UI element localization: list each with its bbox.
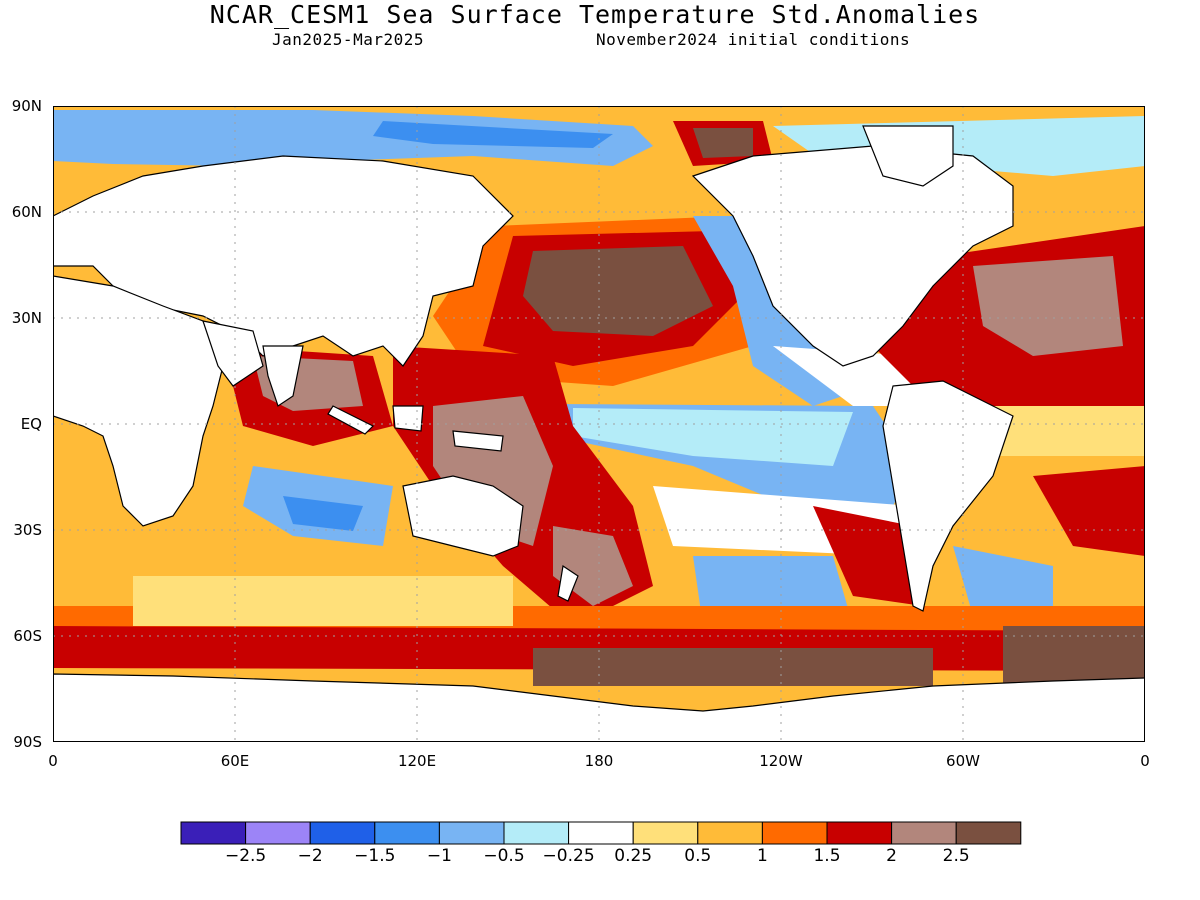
southern-ocean-core bbox=[533, 648, 933, 686]
indian-ocean-cold-core bbox=[283, 496, 363, 531]
southeast-pacific-warm bbox=[813, 506, 923, 606]
southern-ocean-core-east bbox=[1003, 626, 1145, 686]
lat-label-60s: 60S bbox=[13, 627, 42, 645]
lat-label-90n: 90N bbox=[11, 97, 42, 115]
south-america bbox=[882, 380, 1014, 612]
new-guinea bbox=[452, 430, 504, 452]
colorbar-box bbox=[245, 821, 311, 845]
colorbar-box bbox=[632, 821, 699, 845]
colorbar-tick-label: −1.5 bbox=[354, 846, 396, 866]
india bbox=[262, 345, 304, 407]
initial-conditions: November2024 initial conditions bbox=[596, 30, 911, 49]
colorbar bbox=[180, 821, 1022, 845]
colorbar-tick-label: −0.25 bbox=[542, 846, 595, 866]
colorbar-tick-label: 0.25 bbox=[614, 846, 653, 866]
colorbar-box bbox=[374, 821, 440, 845]
lat-label-60n: 60N bbox=[11, 203, 42, 221]
africa bbox=[53, 275, 224, 527]
colorbar-box bbox=[568, 821, 634, 845]
lon-label-180: 180 bbox=[584, 752, 614, 770]
borneo bbox=[392, 405, 424, 432]
map-frame bbox=[53, 106, 1145, 742]
antarctica bbox=[53, 673, 1145, 742]
land-masses bbox=[53, 125, 1145, 742]
south-atlantic-warm bbox=[1033, 466, 1145, 556]
sst-anomaly-map bbox=[53, 106, 1145, 742]
colorbar-tick-label: 1.5 bbox=[813, 846, 841, 866]
forecast-period: Jan2025-Mar2025 bbox=[272, 30, 424, 49]
colorbar-box bbox=[503, 821, 570, 845]
colorbar-tick-label: −0.5 bbox=[483, 846, 525, 866]
north-pacific-warm-core bbox=[523, 246, 713, 336]
colorbar-tick-label: −1 bbox=[426, 846, 452, 866]
colorbar-box bbox=[438, 821, 505, 845]
arctic-cold-core bbox=[373, 121, 613, 148]
lon-label-0-east: 0 bbox=[1140, 752, 1150, 770]
colorbar-box bbox=[309, 821, 376, 845]
chukchi-warm-core bbox=[693, 128, 753, 158]
colorbar-tick-label: −2.5 bbox=[224, 846, 267, 866]
colorbar-box bbox=[761, 821, 828, 845]
new-zealand bbox=[557, 564, 579, 602]
equatorial-cold-light bbox=[573, 408, 853, 466]
lon-label-0: 0 bbox=[48, 752, 58, 770]
lat-label-30s: 30S bbox=[13, 521, 42, 539]
colorbar-box bbox=[180, 821, 247, 845]
gridlines bbox=[53, 106, 1145, 742]
arabia bbox=[202, 320, 264, 387]
colorbar-tick-label: 0.5 bbox=[684, 846, 712, 866]
australia bbox=[402, 475, 524, 557]
lat-label-30n: 30N bbox=[11, 309, 42, 327]
lon-label-120w: 120W bbox=[759, 752, 803, 770]
colorbar-box bbox=[826, 821, 893, 845]
colorbar-box bbox=[891, 821, 957, 845]
lat-label-eq: EQ bbox=[20, 415, 42, 433]
arctic-cold-patch bbox=[53, 110, 653, 166]
lon-label-60w: 60W bbox=[946, 752, 980, 770]
colorbar-box bbox=[697, 821, 763, 845]
colorbar-tick-label: 2.5 bbox=[942, 846, 970, 866]
colorbar-tick-label: 1 bbox=[756, 846, 768, 866]
colorbar-box bbox=[955, 821, 1022, 845]
southern-ocean-neutral bbox=[133, 576, 513, 626]
north-atlantic-warm-core bbox=[973, 256, 1123, 356]
lat-label-90s: 90S bbox=[13, 733, 42, 751]
lon-label-60e: 60E bbox=[220, 752, 250, 770]
sumatra bbox=[327, 405, 375, 435]
greenland bbox=[862, 125, 954, 187]
colorbar-tick-label: −2 bbox=[297, 846, 323, 866]
lon-label-120e: 120E bbox=[397, 752, 437, 770]
chart-title: NCAR_CESM1 Sea Surface Temperature Std.A… bbox=[209, 0, 981, 29]
colorbar-tick-label: 2 bbox=[886, 846, 898, 866]
